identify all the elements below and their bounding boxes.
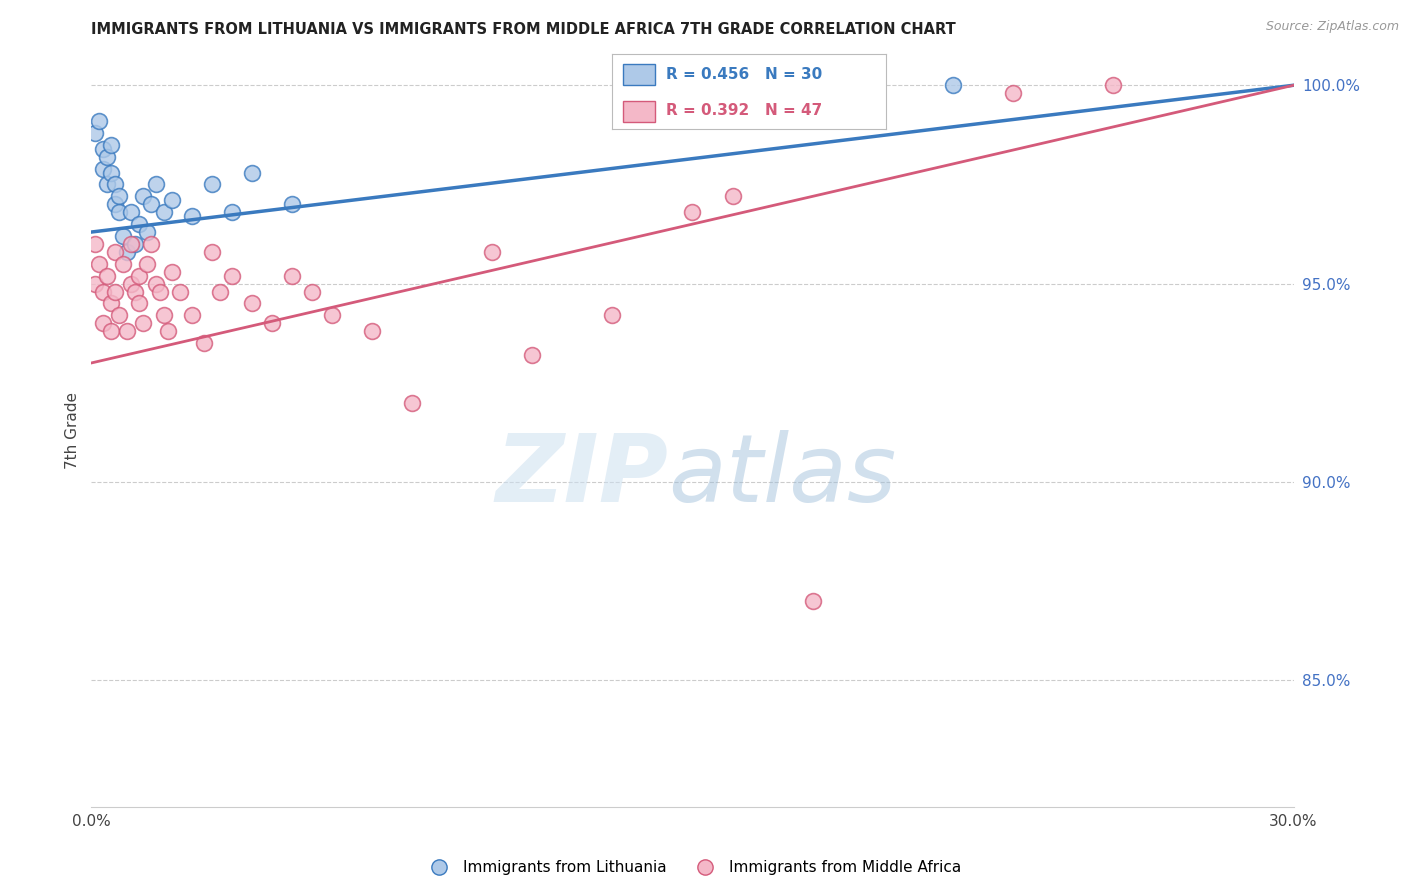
Point bbox=[104, 197, 127, 211]
Point bbox=[132, 316, 155, 330]
Point bbox=[301, 285, 323, 299]
Point bbox=[117, 244, 139, 259]
Point bbox=[281, 268, 304, 283]
Point bbox=[681, 205, 703, 219]
Point bbox=[201, 178, 224, 192]
Legend: Immigrants from Lithuania, Immigrants from Middle Africa: Immigrants from Lithuania, Immigrants fr… bbox=[418, 854, 967, 881]
Point bbox=[152, 205, 174, 219]
Point bbox=[721, 189, 744, 203]
Point bbox=[180, 209, 202, 223]
Point bbox=[128, 217, 150, 231]
Bar bbox=[623, 101, 655, 122]
Point bbox=[240, 296, 263, 310]
Point bbox=[240, 165, 263, 179]
Point bbox=[1102, 78, 1125, 93]
Point bbox=[160, 194, 183, 208]
Point bbox=[169, 285, 191, 299]
Text: atlas: atlas bbox=[668, 430, 897, 521]
Point bbox=[221, 205, 243, 219]
Point bbox=[89, 257, 111, 271]
Point bbox=[141, 236, 163, 251]
Point bbox=[84, 236, 107, 251]
Y-axis label: 7th Grade: 7th Grade bbox=[65, 392, 80, 469]
Point bbox=[522, 348, 544, 362]
Point bbox=[942, 78, 965, 93]
Point bbox=[96, 268, 118, 283]
Point bbox=[108, 189, 131, 203]
Point bbox=[93, 142, 115, 156]
Point bbox=[117, 324, 139, 338]
Point bbox=[132, 189, 155, 203]
Point bbox=[96, 178, 118, 192]
Point bbox=[281, 197, 304, 211]
Text: R = 0.456   N = 30: R = 0.456 N = 30 bbox=[666, 67, 823, 82]
Point bbox=[100, 137, 122, 152]
Point bbox=[148, 285, 170, 299]
Point bbox=[108, 205, 131, 219]
Point bbox=[112, 257, 135, 271]
Text: R = 0.392   N = 47: R = 0.392 N = 47 bbox=[666, 103, 823, 118]
Point bbox=[124, 285, 146, 299]
Point bbox=[401, 395, 423, 409]
Point bbox=[121, 277, 143, 291]
Point bbox=[201, 244, 224, 259]
Point bbox=[208, 285, 231, 299]
Point bbox=[145, 178, 167, 192]
Point bbox=[93, 161, 115, 176]
Point bbox=[121, 236, 143, 251]
Point bbox=[160, 265, 183, 279]
Point bbox=[108, 309, 131, 323]
Point bbox=[136, 257, 159, 271]
Point bbox=[221, 268, 243, 283]
Point bbox=[112, 229, 135, 244]
Text: Source: ZipAtlas.com: Source: ZipAtlas.com bbox=[1265, 20, 1399, 33]
Point bbox=[84, 277, 107, 291]
Point bbox=[180, 309, 202, 323]
Point bbox=[136, 225, 159, 239]
Point bbox=[93, 316, 115, 330]
Point bbox=[104, 244, 127, 259]
Point bbox=[84, 126, 107, 140]
Bar bbox=[623, 64, 655, 86]
Point bbox=[193, 336, 215, 351]
Point bbox=[145, 277, 167, 291]
Point bbox=[93, 285, 115, 299]
Text: ZIP: ZIP bbox=[495, 430, 668, 522]
Point bbox=[128, 296, 150, 310]
Point bbox=[89, 114, 111, 128]
Point bbox=[141, 197, 163, 211]
Point bbox=[100, 296, 122, 310]
Point bbox=[321, 309, 343, 323]
Point bbox=[96, 150, 118, 164]
Point bbox=[100, 324, 122, 338]
Point bbox=[821, 82, 844, 96]
Point bbox=[124, 236, 146, 251]
Point bbox=[121, 205, 143, 219]
Point bbox=[104, 178, 127, 192]
Point bbox=[602, 309, 624, 323]
Point bbox=[104, 285, 127, 299]
Point bbox=[260, 316, 283, 330]
Point bbox=[128, 268, 150, 283]
Point bbox=[100, 165, 122, 179]
Point bbox=[360, 324, 382, 338]
Point bbox=[1001, 86, 1024, 100]
Point bbox=[156, 324, 179, 338]
Point bbox=[481, 244, 503, 259]
Text: IMMIGRANTS FROM LITHUANIA VS IMMIGRANTS FROM MIDDLE AFRICA 7TH GRADE CORRELATION: IMMIGRANTS FROM LITHUANIA VS IMMIGRANTS … bbox=[91, 22, 956, 37]
Point bbox=[152, 309, 174, 323]
Point bbox=[801, 594, 824, 608]
